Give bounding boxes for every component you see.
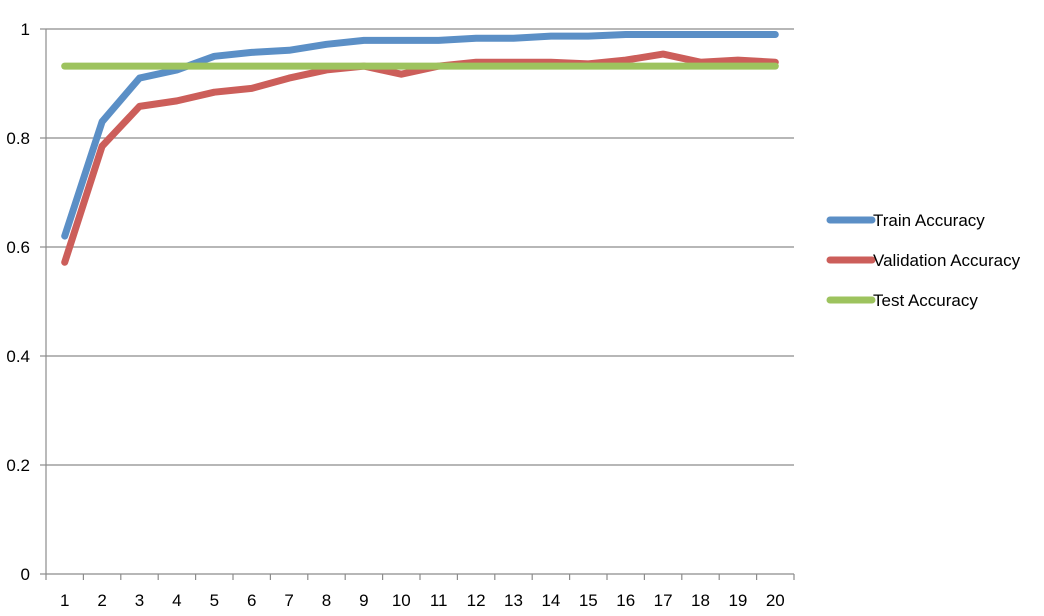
x-tick-label: 3 — [135, 591, 144, 610]
x-tick-label: 18 — [691, 591, 710, 610]
y-tick-label: 0.2 — [6, 456, 30, 475]
x-tick-label: 7 — [284, 591, 293, 610]
x-tick-label: 15 — [579, 591, 598, 610]
x-tick-label: 20 — [766, 591, 785, 610]
series-lines — [61, 31, 779, 266]
legend-label: Train Accuracy — [873, 211, 985, 230]
x-tick-label: 14 — [541, 591, 560, 610]
x-tick-label: 5 — [210, 591, 219, 610]
y-tick-label: 0.4 — [6, 347, 30, 366]
axes — [40, 28, 795, 580]
legend-entry: Train Accuracy — [826, 211, 985, 230]
y-tick-label: 0.8 — [6, 129, 30, 148]
legend-entry: Test Accuracy — [826, 291, 978, 310]
x-tick-label: 11 — [430, 591, 448, 610]
x-tick-label: 13 — [504, 591, 523, 610]
x-tick-label: 6 — [247, 591, 256, 610]
x-tick-label: 19 — [728, 591, 747, 610]
x-tick-label: 1 — [60, 591, 69, 610]
x-tick-label: 4 — [172, 591, 181, 610]
x-tick-label: 12 — [467, 591, 486, 610]
x-tick-labels: 1 2 3 4 5 6 7 8 9 10 11 12 13 14 15 16 17 18 19 20 — [60, 591, 785, 610]
series-line-1 — [61, 50, 779, 266]
x-tick-label: 9 — [359, 591, 368, 610]
y-tick-label: 1 — [21, 20, 30, 39]
y-tick-label: 0 — [21, 565, 30, 584]
legend-entry: Validation Accuracy — [826, 251, 1021, 270]
y-tick-labels: 0 0.2 0.4 0.6 0.8 1 — [6, 20, 30, 584]
legend: Train Accuracy Validation Accuracy Test Ac… — [826, 211, 1021, 310]
x-tick-label: 8 — [322, 591, 331, 610]
x-tick-label: 10 — [392, 591, 411, 610]
legend-label: Test Accuracy — [873, 291, 978, 310]
y-tick-label: 0.6 — [6, 238, 30, 257]
x-tick-label: 2 — [97, 591, 106, 610]
x-tick-label: 17 — [654, 591, 673, 610]
x-tick-label: 16 — [616, 591, 635, 610]
gridlines — [46, 28, 794, 466]
legend-label: Validation Accuracy — [873, 251, 1021, 270]
